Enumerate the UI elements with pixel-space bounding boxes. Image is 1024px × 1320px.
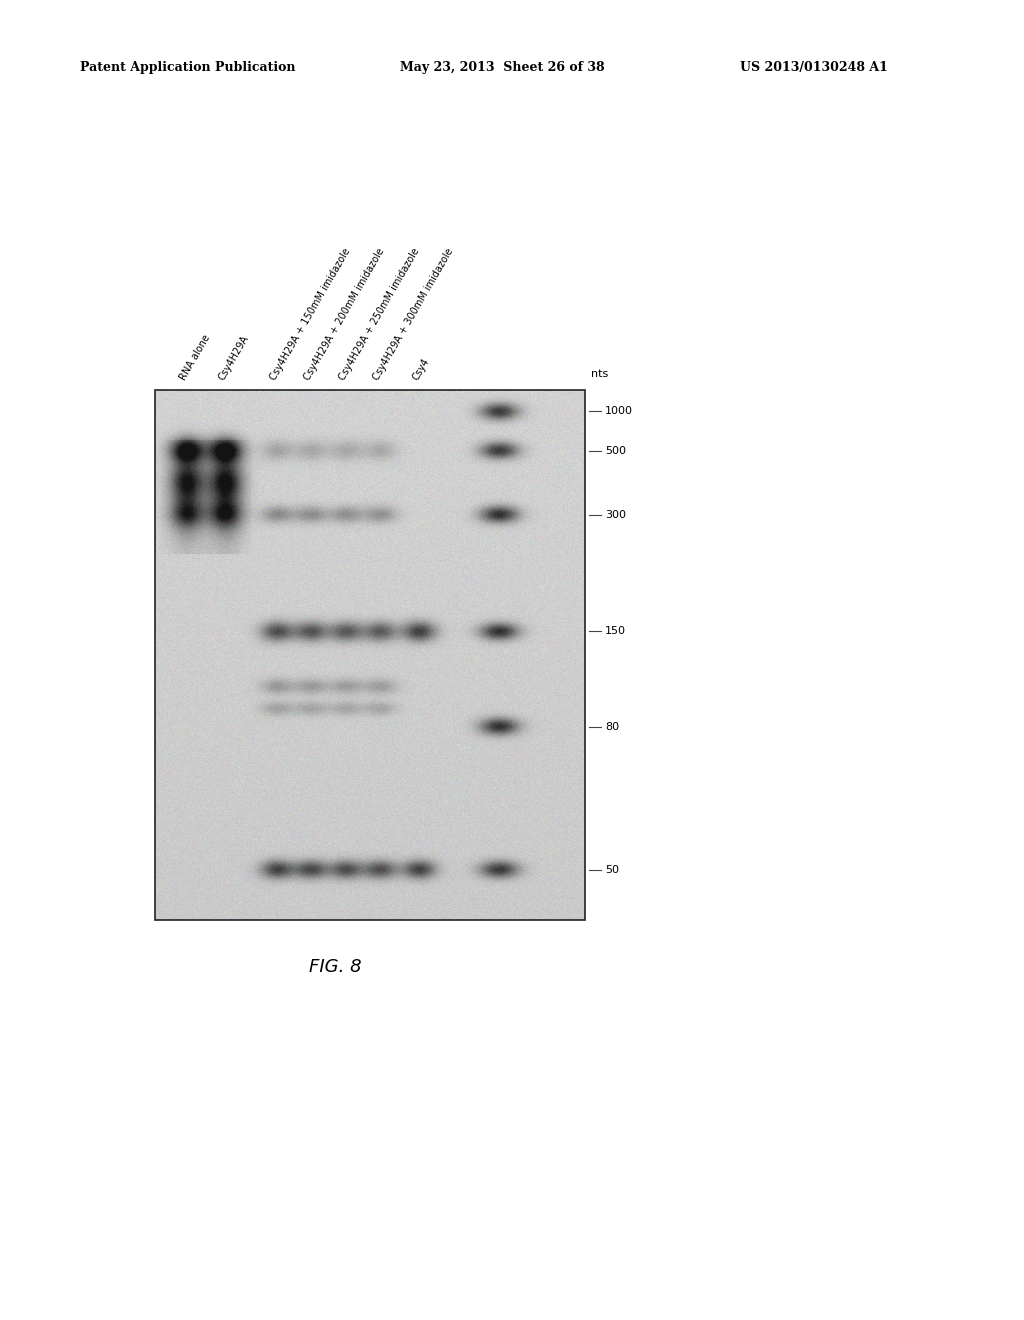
- Text: nts: nts: [591, 370, 608, 379]
- Text: 1000: 1000: [605, 407, 633, 416]
- Text: May 23, 2013  Sheet 26 of 38: May 23, 2013 Sheet 26 of 38: [400, 62, 604, 74]
- Text: 50: 50: [605, 865, 618, 875]
- Text: Csy4H29A + 250mM imidazole: Csy4H29A + 250mM imidazole: [337, 247, 422, 381]
- Text: Patent Application Publication: Patent Application Publication: [80, 62, 296, 74]
- Text: Csy4H29A + 150mM imidazole: Csy4H29A + 150mM imidazole: [268, 247, 352, 381]
- Text: Csy4: Csy4: [411, 356, 431, 381]
- Text: 500: 500: [605, 446, 626, 455]
- Text: 150: 150: [605, 626, 626, 636]
- Text: 300: 300: [605, 510, 626, 520]
- Text: Csy4H29A + 200mM imidazole: Csy4H29A + 200mM imidazole: [302, 247, 386, 381]
- Bar: [155, 389, 585, 920]
- Text: Csy4H29A + 300mM imidazole: Csy4H29A + 300mM imidazole: [372, 247, 456, 381]
- Text: US 2013/0130248 A1: US 2013/0130248 A1: [740, 62, 888, 74]
- Text: FIG. 8: FIG. 8: [309, 958, 361, 975]
- Text: Csy4H29A: Csy4H29A: [216, 334, 250, 381]
- Text: 80: 80: [605, 722, 620, 731]
- Text: RNA alone: RNA alone: [178, 333, 212, 381]
